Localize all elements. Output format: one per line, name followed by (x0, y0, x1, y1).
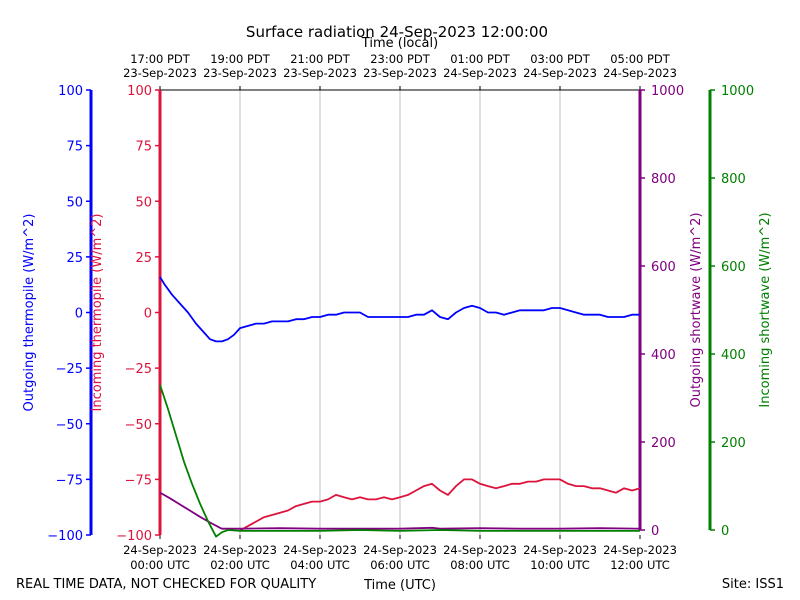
top-x-tick-label: 23:00 PDT (370, 52, 431, 66)
outgoing-shortwave-tick-label: 1000 (651, 84, 684, 99)
incoming-thermopile-tick-label: 50 (135, 195, 152, 210)
x-tick-label: 08:00 UTC (450, 558, 510, 572)
incoming-thermopile-tick-label: −25 (125, 362, 152, 377)
x-axis-label: Time (UTC) (363, 578, 436, 593)
incoming-thermopile-tick-label: 25 (135, 251, 152, 266)
incoming-thermopile-tick-label: −100 (116, 529, 152, 544)
x-tick-label: 24-Sep-2023 (123, 543, 197, 557)
outgoing-shortwave-tick-label: 800 (651, 172, 676, 187)
outgoing-thermopile-tick-label: −25 (56, 362, 83, 377)
top-x-tick-label: 23-Sep-2023 (283, 66, 357, 80)
outgoing-thermopile-tick-label: 0 (75, 307, 83, 322)
top-x-tick-label: 24-Sep-2023 (443, 66, 517, 80)
outgoing-shortwave-tick-label: 400 (651, 348, 676, 363)
incoming-thermopile-tick-label: 75 (135, 140, 152, 155)
incoming-shortwave-tick-label: 1000 (721, 84, 754, 99)
x-tick-label: 06:00 UTC (370, 558, 430, 572)
x-tick-label: 24-Sep-2023 (203, 543, 277, 557)
site-label: Site: ISS1 (722, 577, 784, 592)
outgoing-thermopile-tick-label: −100 (47, 529, 83, 544)
x-tick-label: 02:00 UTC (210, 558, 270, 572)
incoming-shortwave-axis-label: Incoming shortwave (W/m^2) (758, 212, 773, 407)
incoming-shortwave-tick-label: 200 (721, 436, 746, 451)
x-tick-label: 24-Sep-2023 (443, 543, 517, 557)
top-x-tick-label: 23-Sep-2023 (203, 66, 277, 80)
top-x-tick-label: 05:00 PDT (610, 52, 671, 66)
incoming-shortwave-tick-label: 600 (721, 260, 746, 275)
outgoing-shortwave-tick-label: 600 (651, 260, 676, 275)
outgoing-shortwave-series-line (159, 491, 641, 530)
outgoing-thermopile-series-line (159, 276, 640, 343)
top-x-tick-label: 03:00 PDT (530, 52, 591, 66)
x-tick-label: 04:00 UTC (290, 558, 350, 572)
chart-title: Surface radiation 24-Sep-2023 12:00:00 (246, 23, 548, 41)
x-tick-label: 12:00 UTC (610, 558, 670, 572)
x-tick-label: 00:00 UTC (130, 558, 190, 572)
outgoing-thermopile-axis-label: Outgoing thermopile (W/m^2) (22, 214, 37, 412)
outgoing-thermopile-tick-label: 100 (58, 84, 83, 99)
outgoing-shortwave-axis-label: Outgoing shortwave (W/m^2) (689, 212, 704, 407)
outgoing-shortwave-tick-label: 200 (651, 436, 676, 451)
top-x-tick-label: 21:00 PDT (290, 52, 351, 66)
x-tick-label: 24-Sep-2023 (363, 543, 437, 557)
incoming-thermopile-series-line (239, 478, 641, 532)
incoming-shortwave-tick-label: 400 (721, 348, 746, 363)
incoming-shortwave-series-line (159, 384, 640, 538)
incoming-thermopile-tick-label: 0 (144, 307, 152, 322)
incoming-thermopile-tick-label: −75 (125, 473, 152, 488)
x-tick-label: 24-Sep-2023 (283, 543, 357, 557)
top-x-tick-label: 19:00 PDT (210, 52, 271, 66)
x-tick-label: 24-Sep-2023 (523, 543, 597, 557)
outgoing-thermopile-tick-label: −50 (56, 418, 83, 433)
outgoing-thermopile-tick-label: 50 (66, 195, 83, 210)
top-x-tick-label: 01:00 PDT (450, 52, 511, 66)
x-tick-label: 24-Sep-2023 (603, 543, 677, 557)
top-x-tick-label: 23-Sep-2023 (363, 66, 437, 80)
incoming-thermopile-tick-label: −50 (125, 418, 152, 433)
outgoing-thermopile-tick-label: −75 (56, 473, 83, 488)
incoming-shortwave-tick-label: 0 (721, 524, 729, 539)
incoming-shortwave-tick-label: 800 (721, 172, 746, 187)
top-x-tick-label: 17:00 PDT (130, 52, 191, 66)
x-tick-label: 10:00 UTC (530, 558, 590, 572)
incoming-thermopile-tick-label: 100 (127, 84, 152, 99)
top-axis-label: Time (local) (361, 36, 438, 51)
outgoing-thermopile-tick-label: 75 (66, 140, 83, 155)
top-x-tick-label: 24-Sep-2023 (523, 66, 597, 80)
incoming-thermopile-axis-label: Incoming thermopile (W/m^2) (90, 214, 105, 412)
outgoing-thermopile-tick-label: 25 (66, 251, 83, 266)
outgoing-shortwave-tick-label: 0 (651, 524, 659, 539)
top-x-tick-label: 24-Sep-2023 (603, 66, 677, 80)
top-x-tick-label: 23-Sep-2023 (123, 66, 197, 80)
quality-note: REAL TIME DATA, NOT CHECKED FOR QUALITY (16, 577, 316, 592)
